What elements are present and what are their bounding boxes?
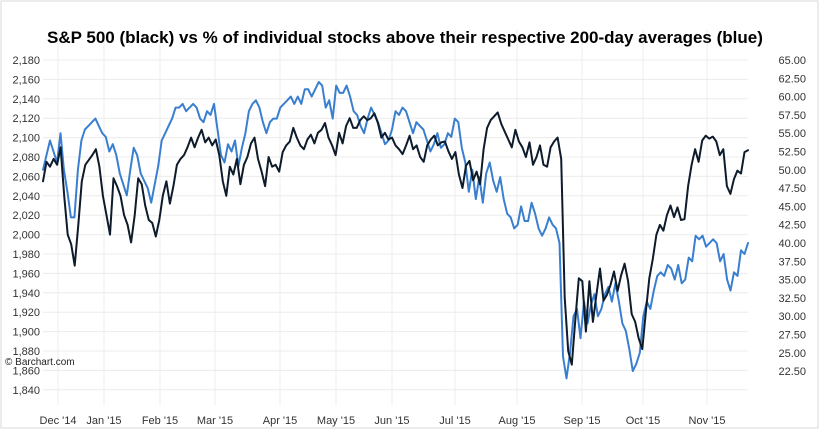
x-tick-label: Nov '15 [689,415,726,427]
x-tick-label: Oct '15 [626,415,661,427]
x-tick-label: Jun '15 [374,415,409,427]
right-tick-label: 57.50 [778,110,806,122]
right-tick-label: 35.00 [778,275,806,287]
left-tick-label: 1,840 [12,385,40,397]
x-tick-label: Feb '15 [142,415,178,427]
right-tick-label: 62.50 [778,73,806,85]
left-tick-label: 2,040 [12,191,40,203]
x-tick-label: Aug '15 [499,415,536,427]
left-tick-label: 1,940 [12,288,40,300]
left-tick-label: 2,060 [12,171,40,183]
right-tick-label: 25.00 [778,348,806,360]
right-tick-label: 42.50 [778,220,806,232]
right-tick-label: 40.00 [778,238,806,250]
left-tick-label: 2,180 [12,55,40,67]
right-tick-label: 55.00 [778,128,806,140]
x-tick-label: Apr '15 [263,415,298,427]
right-tick-label: 45.00 [778,201,806,213]
left-tick-label: 2,160 [12,74,40,86]
left-tick-label: 2,120 [12,113,40,125]
right-tick-label: 27.50 [778,330,806,342]
right-tick-label: 47.50 [778,183,806,195]
x-tick-label: May '15 [317,415,355,427]
right-tick-label: 52.50 [778,147,806,159]
series-line-sp500 [42,111,749,366]
x-tick-label: Jan '15 [86,415,121,427]
left-tick-label: 1,960 [12,268,40,280]
right-tick-label: 22.50 [778,366,806,378]
right-tick-label: 65.00 [778,55,806,67]
left-tick-label: 1,860 [12,365,40,377]
right-axis: 65.00 62.50 60.00 57.50 55.00 52.50 50.00 47.50… [778,55,806,378]
left-tick-label: 2,140 [12,94,40,106]
x-axis: Dec '14 Jan '15 Feb '15 Mar '15 Apr '15 May '… [40,415,726,427]
left-tick-label: 1,980 [12,249,40,261]
right-tick-label: 30.00 [778,311,806,323]
right-tick-label: 37.50 [778,256,806,268]
x-tick-label: Dec '14 [40,415,77,427]
left-tick-label: 1,920 [12,307,40,319]
right-tick-label: 50.00 [778,165,806,177]
x-tick-label: Sep '15 [564,415,601,427]
right-tick-label: 32.50 [778,293,806,305]
left-tick-label: 1,900 [12,327,40,339]
series-layer [42,81,749,380]
left-axis: 2,180 2,160 2,140 2,120 2,100 2,080 2,060 2,040… [12,55,40,397]
watermark-text: © Barchart.com [5,357,75,368]
chart-title: S&P 500 (black) vs % of individual stock… [47,28,763,47]
left-tick-label: 2,000 [12,230,40,242]
left-tick-label: 2,020 [12,210,40,222]
series-line-pct-above-200dma [42,81,749,380]
x-tick-label: Mar '15 [197,415,233,427]
left-tick-label: 1,880 [12,346,40,358]
left-tick-label: 2,100 [12,133,40,145]
right-tick-label: 60.00 [778,92,806,104]
x-tick-label: Jul '15 [439,415,470,427]
left-tick-label: 2,080 [12,152,40,164]
